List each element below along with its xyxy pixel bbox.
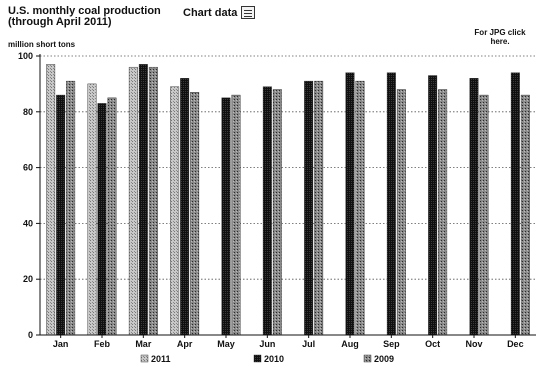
x-tick-label: Mar <box>135 339 152 349</box>
bar-2010-jun <box>262 86 272 336</box>
bar-2011-jan <box>46 64 56 336</box>
bar-2010-jan <box>56 94 66 336</box>
legend-swatch-2010 <box>253 354 262 363</box>
bar-2010-feb <box>97 103 107 336</box>
bar-2009-sep <box>396 89 406 336</box>
x-tick-label: Jun <box>259 339 275 349</box>
jpg-download-link[interactable]: For JPG click here. <box>474 28 526 46</box>
bar-2010-mar <box>138 64 148 336</box>
bar-2009-oct <box>438 89 448 336</box>
bar-2009-may <box>231 94 241 336</box>
x-tick-label: Dec <box>507 339 524 349</box>
bar-2010-apr <box>180 78 190 336</box>
x-tick-label: Feb <box>94 339 111 349</box>
legend-label-2011: 2011 <box>151 354 171 364</box>
y-tick-label: 60 <box>23 163 33 173</box>
bar-2011-apr <box>170 86 180 336</box>
x-tick-label: Sep <box>383 339 400 349</box>
bar-2009-dec <box>520 94 530 336</box>
bar-2010-nov <box>469 78 479 336</box>
legend-swatch-2009 <box>363 354 372 363</box>
bar-2011-mar <box>128 66 138 336</box>
chart-title: U.S. monthly coal production (through Ap… <box>8 5 161 28</box>
bar-2009-aug <box>355 80 365 336</box>
y-tick-label: 20 <box>23 274 33 284</box>
bar-2010-sep <box>386 72 396 336</box>
bar-2010-oct <box>428 75 438 336</box>
bar-2010-aug <box>345 72 355 336</box>
legend-label-2009: 2009 <box>374 354 394 364</box>
y-tick-label: 100 <box>18 51 33 61</box>
chart-data-link[interactable]: Chart data <box>183 6 256 19</box>
bar-2009-mar <box>148 66 158 336</box>
y-tick-label: 40 <box>23 218 33 228</box>
spreadsheet-icon[interactable] <box>241 6 256 19</box>
bar-2010-may <box>221 97 231 336</box>
legend-label-2010: 2010 <box>264 354 284 364</box>
legend-swatch-2011 <box>140 354 149 363</box>
y-tick-label: 80 <box>23 107 33 117</box>
chart-data-label: Chart data <box>183 6 238 19</box>
bar-2011-feb <box>87 83 97 336</box>
bar-2009-jun <box>272 89 282 336</box>
x-tick-label: Jan <box>53 339 69 349</box>
bar-2010-jul <box>304 80 314 336</box>
x-tick-label: Apr <box>177 339 193 349</box>
bar-2009-nov <box>479 94 489 336</box>
bar-2009-apr <box>190 92 200 336</box>
x-tick-label: Oct <box>425 339 440 349</box>
x-tick-label: Jul <box>302 339 315 349</box>
bar-2009-feb <box>107 97 117 336</box>
y-axis-label: million short tons <box>8 40 76 49</box>
bar-2009-jul <box>314 80 324 336</box>
x-tick-label: Nov <box>465 339 482 349</box>
bar-2010-dec <box>510 72 520 336</box>
x-tick-label: May <box>217 339 235 349</box>
x-tick-label: Aug <box>341 339 359 349</box>
y-tick-label: 0 <box>28 330 33 340</box>
bar-2009-jan <box>66 80 76 336</box>
